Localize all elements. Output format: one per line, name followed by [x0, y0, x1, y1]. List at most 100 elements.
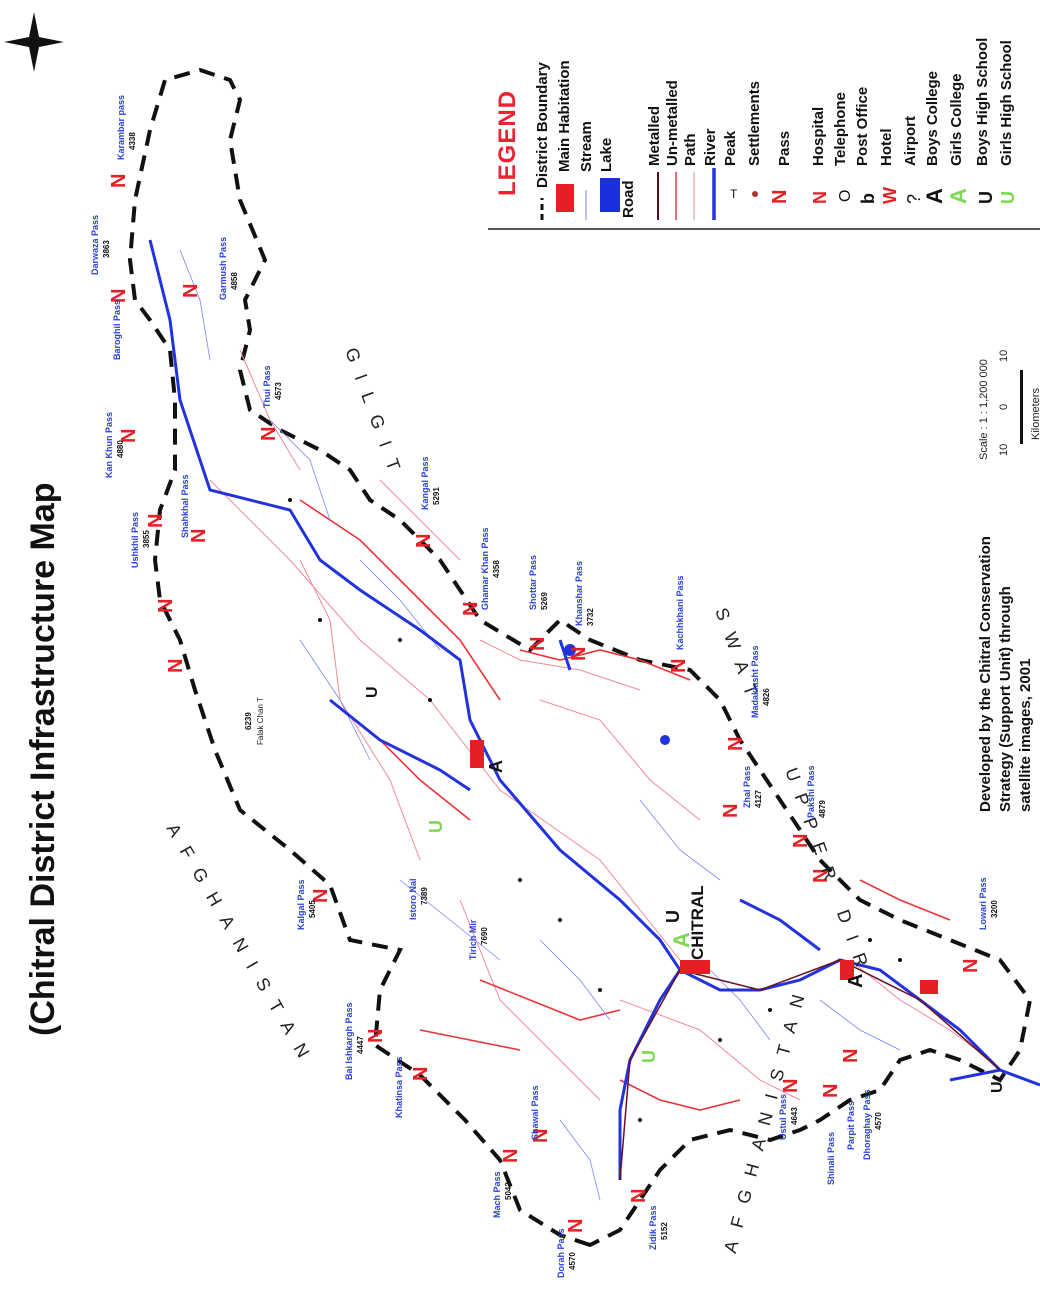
- lake: [564, 644, 576, 656]
- girls-school-icon: U: [998, 191, 1018, 204]
- legend-item-boys-college: Boys College: [924, 70, 941, 166]
- peak-label: Tirich Mir: [468, 919, 478, 960]
- legend-item-hotel: Hotel: [878, 128, 895, 167]
- legend-item-district-boundary: District Boundary: [534, 62, 551, 188]
- pass-label: Dorah Pass: [556, 1228, 566, 1278]
- compass-icon: [4, 12, 64, 72]
- map-credit: Developed by the Chitral Conservation St…: [976, 536, 1036, 812]
- pass-label: Baroghil Pass: [112, 299, 122, 360]
- pass-elevation: 4826: [762, 688, 771, 706]
- legend-separator: [488, 228, 1040, 230]
- svg-text:N: N: [145, 514, 167, 528]
- pass-label: Darwaza Pass: [90, 214, 100, 275]
- pass-elevation: 5405: [308, 900, 317, 918]
- svg-text:U: U: [663, 910, 683, 923]
- pass-elevation: 4880: [116, 440, 125, 458]
- svg-text:N: N: [180, 284, 202, 298]
- path-network: [209, 349, 991, 1101]
- pass-label: Khanshar Pass: [574, 560, 584, 626]
- svg-text:N: N: [413, 534, 435, 548]
- legend-item-peak: Peak: [722, 130, 739, 166]
- scale-tick: 10: [998, 349, 1010, 362]
- legend-item-girls-high-school: Girls High School: [998, 40, 1015, 166]
- svg-text:A: A: [669, 932, 694, 948]
- pass-label: Thui Pass: [262, 365, 272, 408]
- pass-label: Karambar pass: [116, 94, 126, 160]
- pass-label: Zhal Pass: [742, 765, 752, 808]
- svg-text:N: N: [565, 1219, 587, 1233]
- legend-item-unmetalled: Un-metalled: [664, 80, 681, 166]
- svg-text:N: N: [155, 599, 177, 613]
- pass-label: Madaklasht Pass: [750, 645, 760, 718]
- scale-tick: 0: [998, 403, 1010, 410]
- pass-elevation: 3855: [142, 530, 151, 548]
- pass-label: Zidik Pass: [648, 1205, 658, 1250]
- peak-icon: T: [730, 187, 738, 201]
- metalled-road: [619, 959, 1001, 1181]
- pass-label: Ushkhil Pass: [130, 511, 140, 568]
- legend-item-main-habitation: Main Habitation: [556, 60, 573, 172]
- svg-text:N: N: [460, 602, 482, 616]
- svg-text:U: U: [426, 820, 446, 833]
- pass-elevation: 5269: [540, 592, 549, 610]
- airport-icon: ?: [904, 194, 924, 204]
- boys-school-icon: U: [976, 191, 996, 204]
- svg-text:N: N: [500, 1149, 522, 1163]
- pass-elevation: 4570: [874, 1112, 883, 1130]
- pass-label: Ustul Pass: [778, 1093, 788, 1140]
- girls-college-icon: A: [946, 188, 971, 204]
- pass-elevation: 3863: [102, 240, 111, 258]
- scale-tick: 10: [998, 443, 1010, 456]
- credit-line: Developed by the Chitral Conservation: [977, 536, 994, 812]
- pass-elevation: 5042: [504, 1182, 513, 1200]
- svg-text:N: N: [790, 834, 812, 848]
- pass-label: Kangal Pass: [420, 456, 430, 510]
- boys-college-icon: A: [922, 188, 947, 204]
- svg-text:N: N: [720, 804, 742, 818]
- pass-label: Shahkhal Pass: [180, 474, 190, 538]
- settlement-dots: [288, 498, 902, 1122]
- pass-label: Mach Pass: [492, 1171, 502, 1218]
- svg-text:N: N: [118, 429, 140, 443]
- legend-item-boys-high-school: Boys High School: [974, 37, 991, 166]
- svg-text:N: N: [668, 659, 690, 673]
- stream-network: [179, 249, 901, 1201]
- telephone-icon: O: [837, 190, 854, 202]
- legend-symbols: T N N O b W ? A A U U: [540, 168, 1018, 220]
- legend-item-pass: Pass: [776, 130, 793, 166]
- legend-item-hospital: Hospital: [810, 106, 827, 166]
- svg-text:N: N: [527, 637, 549, 651]
- pass-elevation: 4127: [754, 790, 763, 808]
- pass-elevation: 3732: [586, 608, 595, 626]
- pass-elevation: 4643: [790, 1107, 799, 1125]
- pass-elevation: 4573: [274, 382, 283, 400]
- svg-text:N: N: [780, 1079, 802, 1093]
- map-title: (Chitral District Infrastructure Map: [24, 482, 62, 1036]
- legend-item-stream: Stream: [578, 121, 595, 172]
- hospital-icon: N: [810, 191, 830, 204]
- svg-text:U: U: [364, 686, 381, 698]
- pass-elevation: 4570: [568, 1252, 577, 1270]
- svg-text:N: N: [310, 889, 332, 903]
- svg-text:N: N: [188, 529, 210, 543]
- svg-text:N: N: [725, 737, 747, 751]
- svg-text:N: N: [628, 1189, 650, 1203]
- pass-label: Ghamar Khan Pass: [480, 527, 490, 610]
- pass-elevation: 4338: [128, 132, 137, 150]
- legend-item-river: River: [702, 128, 719, 166]
- legend-item-lake: Lake: [598, 137, 615, 172]
- scale-line: [1020, 370, 1023, 444]
- legend-item-road: Road: [620, 180, 637, 219]
- svg-text:N: N: [108, 289, 130, 303]
- svg-text:N: N: [108, 174, 130, 188]
- pass-label: Khatinsa Pass: [394, 1056, 404, 1118]
- pass-elevation: 5152: [660, 1222, 669, 1240]
- pass-label: Parpit Pass: [846, 1100, 856, 1150]
- legend-item-telephone: Telephone: [832, 92, 849, 166]
- red-block-icon: [556, 184, 574, 212]
- scale-text: Scale : 1 : 1,200 000: [978, 359, 990, 460]
- pass-elevation: 5291: [432, 487, 441, 505]
- peak-label: Istoro Nal: [408, 878, 418, 920]
- hotel-icon: W: [880, 187, 900, 204]
- main-habitation: [470, 740, 938, 994]
